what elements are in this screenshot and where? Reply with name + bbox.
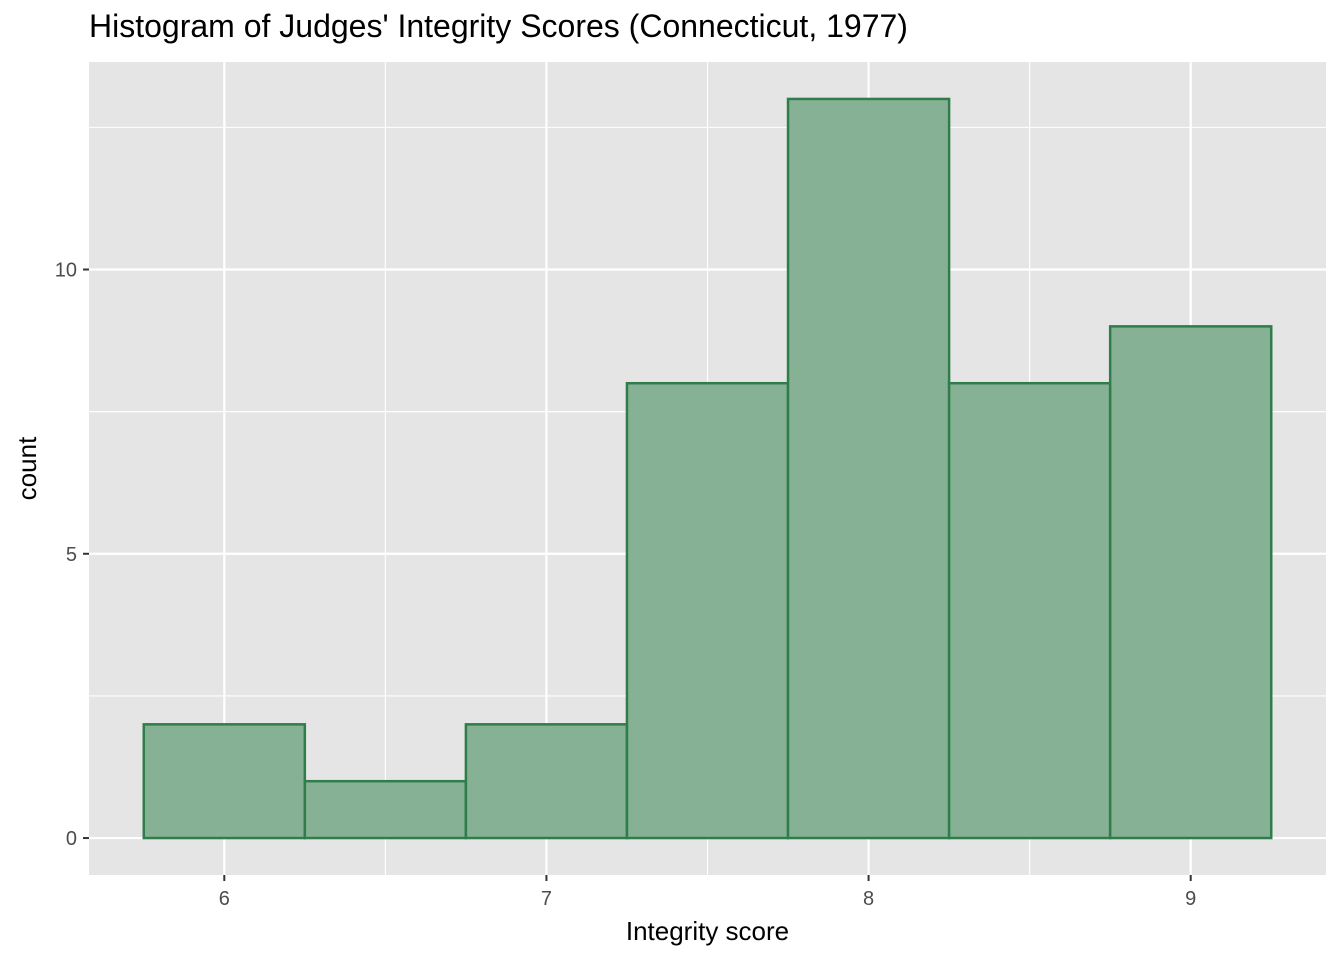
histogram-bar xyxy=(786,97,951,840)
x-tick-label: 9 xyxy=(1185,888,1196,910)
x-axis: 6 7 8 9 xyxy=(219,875,1196,910)
x-axis-title: Integrity score xyxy=(626,916,789,946)
histogram-bars xyxy=(142,97,1273,840)
x-tick-label: 7 xyxy=(541,888,552,910)
histogram-bar xyxy=(464,723,629,840)
chart-title: Histogram of Judges' Integrity Scores (C… xyxy=(89,8,908,44)
y-tick-label: 5 xyxy=(66,544,77,566)
y-tick-label: 0 xyxy=(66,828,77,850)
histogram-bar xyxy=(625,381,790,840)
histogram-bar xyxy=(303,779,468,840)
x-tick-label: 8 xyxy=(863,888,874,910)
histogram-bar xyxy=(1108,325,1273,840)
histogram-bar xyxy=(142,723,307,840)
x-tick-label: 6 xyxy=(219,888,230,910)
y-axis: 0 5 10 xyxy=(55,260,89,850)
histogram-bar xyxy=(947,381,1112,840)
y-tick-label: 10 xyxy=(55,260,77,282)
y-axis-title: count xyxy=(12,436,42,500)
